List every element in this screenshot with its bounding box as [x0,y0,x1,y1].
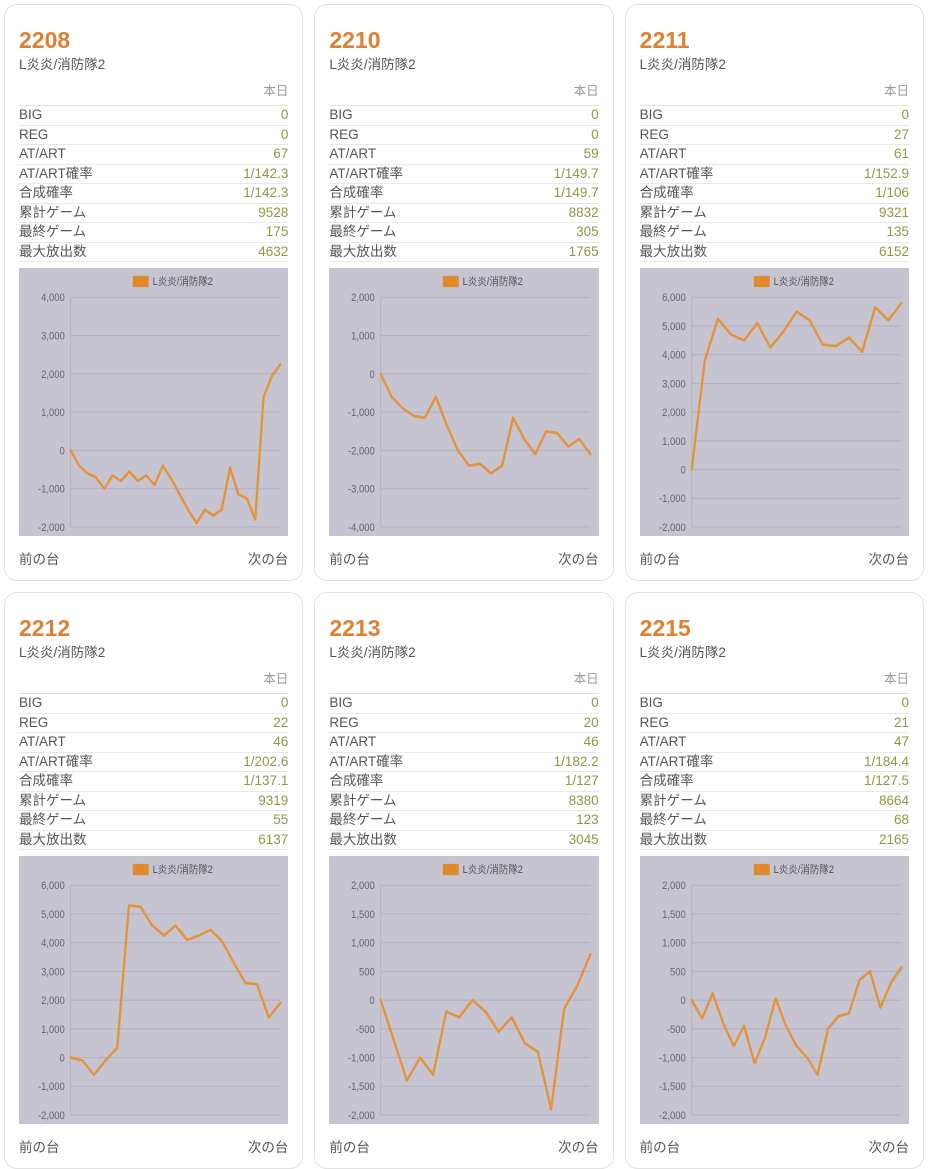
svg-text:2,000: 2,000 [662,408,686,420]
svg-text:-1,000: -1,000 [659,1053,686,1065]
svg-text:0: 0 [59,1053,65,1065]
svg-text:3,000: 3,000 [41,967,65,979]
svg-text:3,000: 3,000 [41,331,65,343]
svg-text:2,000: 2,000 [41,369,65,381]
svg-text:2,000: 2,000 [351,881,375,893]
svg-text:3,000: 3,000 [662,379,686,391]
svg-text:-2,000: -2,000 [659,522,686,534]
svg-text:0: 0 [680,465,686,477]
svg-text:500: 500 [670,967,686,979]
svg-text:-1,500: -1,500 [659,1082,686,1094]
svg-text:4,000: 4,000 [41,293,65,305]
svg-text:500: 500 [359,967,375,979]
svg-text:5,000: 5,000 [662,321,686,333]
svg-text:4,000: 4,000 [41,938,65,950]
svg-text:1,000: 1,000 [41,408,65,420]
svg-text:0: 0 [59,446,65,458]
svg-text:4,000: 4,000 [662,350,686,362]
svg-text:2,000: 2,000 [351,293,375,305]
svg-text:-2,000: -2,000 [659,1110,686,1122]
svg-text:L炎炎/消防隊2: L炎炎/消防隊2 [153,862,214,876]
svg-text:-500: -500 [666,1024,685,1036]
svg-text:1,000: 1,000 [351,331,375,343]
svg-text:-500: -500 [356,1024,375,1036]
svg-text:L炎炎/消防隊2: L炎炎/消防隊2 [773,862,834,876]
svg-text:-1,000: -1,000 [348,1053,375,1065]
svg-text:0: 0 [680,996,686,1008]
svg-text:-2,000: -2,000 [38,522,65,534]
svg-text:1,000: 1,000 [662,938,686,950]
svg-text:L炎炎/消防隊2: L炎炎/消防隊2 [773,274,834,288]
svg-text:L炎炎/消防隊2: L炎炎/消防隊2 [463,862,524,876]
svg-text:-1,000: -1,000 [38,1082,65,1094]
svg-text:2,000: 2,000 [662,881,686,893]
svg-text:6,000: 6,000 [662,293,686,305]
svg-text:1,500: 1,500 [662,909,686,921]
svg-text:-2,000: -2,000 [38,1110,65,1122]
svg-text:L炎炎/消防隊2: L炎炎/消防隊2 [463,274,524,288]
svg-text:-4,000: -4,000 [348,522,375,534]
svg-text:-1,000: -1,000 [38,484,65,496]
svg-text:2,000: 2,000 [41,996,65,1008]
svg-text:-3,000: -3,000 [348,484,375,496]
svg-text:-1,500: -1,500 [348,1082,375,1094]
svg-text:-2,000: -2,000 [348,1110,375,1122]
svg-text:0: 0 [370,369,376,381]
svg-text:-1,000: -1,000 [348,408,375,420]
svg-text:1,000: 1,000 [662,436,686,448]
svg-text:5,000: 5,000 [41,909,65,921]
svg-text:0: 0 [370,996,376,1008]
svg-text:1,500: 1,500 [351,909,375,921]
svg-text:1,000: 1,000 [351,938,375,950]
svg-text:6,000: 6,000 [41,881,65,893]
svg-text:1,000: 1,000 [41,1024,65,1036]
svg-text:-2,000: -2,000 [348,446,375,458]
svg-text:L炎炎/消防隊2: L炎炎/消防隊2 [153,274,214,288]
svg-text:-1,000: -1,000 [659,494,686,506]
